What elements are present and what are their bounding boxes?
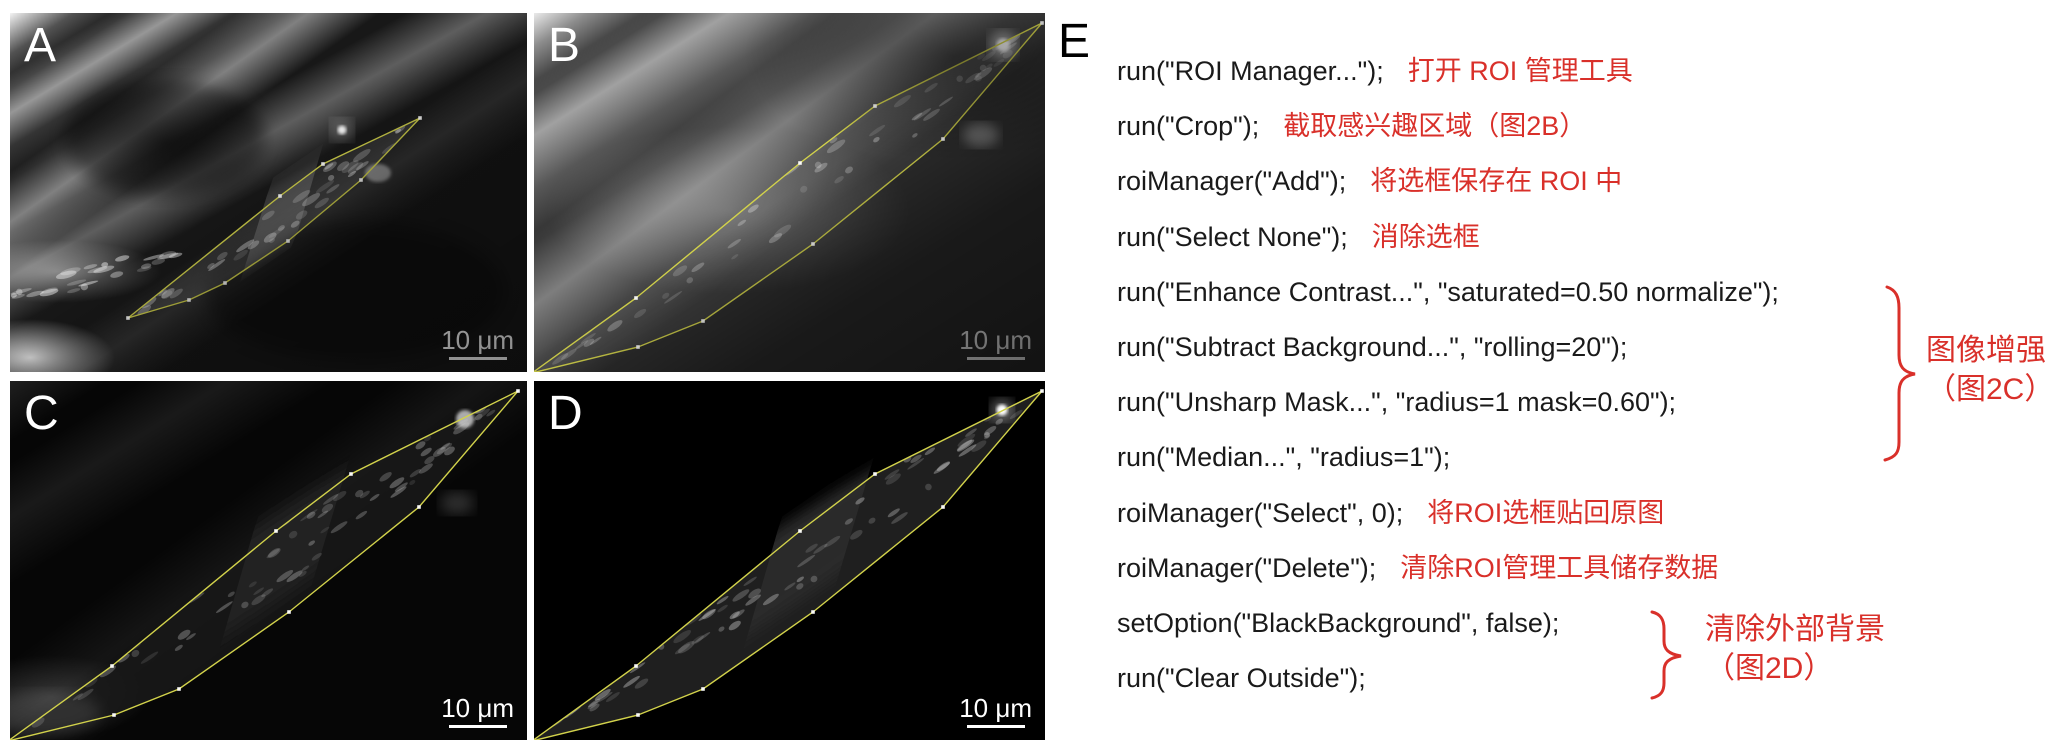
code-line: roiManager("Add"); 将选框保存在 ROI 中 bbox=[1117, 154, 1803, 209]
roi-polygon bbox=[534, 390, 1043, 740]
roi-vertex-dots bbox=[126, 116, 422, 320]
annotation-comment: 清除ROI管理工具储存数据 bbox=[1400, 552, 1719, 583]
scale-bar-b: 10 μm bbox=[959, 324, 1032, 360]
scale-bar-a: 10 μm bbox=[441, 324, 514, 360]
macro-code-listing: run("ROI Manager..."); 打开 ROI 管理工具 run("C… bbox=[1117, 44, 1803, 706]
brace-label-line: 图像增强 bbox=[1926, 334, 2046, 367]
scale-bar-line bbox=[448, 356, 507, 360]
brace-label-line: （图2C） bbox=[1926, 373, 2055, 406]
macro-statement: run("Crop"); bbox=[1117, 111, 1260, 142]
panel-label-e: E bbox=[1058, 15, 1091, 68]
brace-label-line: （图2D） bbox=[1705, 652, 1834, 685]
panel-a-roi-overlay bbox=[10, 80, 505, 361]
code-line: run("Crop"); 截取感兴趣区域（图2B） bbox=[1117, 99, 1803, 154]
roi-polygon bbox=[127, 117, 421, 319]
annotation-comment: 消除选框 bbox=[1371, 221, 1480, 252]
code-line: run("Select None"); 消除选框 bbox=[1117, 210, 1803, 265]
scale-bar-text: 10 μm bbox=[441, 324, 514, 355]
panel-b-micrograph: B 10 μm bbox=[534, 13, 1045, 372]
panel-d-roi-overlay bbox=[534, 389, 1044, 740]
panel-label-d: D bbox=[548, 387, 583, 440]
code-line: roiManager("Delete"); 清除ROI管理工具储存数据 bbox=[1117, 541, 1803, 596]
macro-statement: run("ROI Manager..."); bbox=[1117, 56, 1384, 86]
code-line: run("Unsharp Mask...", "radius=1 mask=0.… bbox=[1117, 375, 1803, 430]
macro-statement: setOption("BlackBackground", false); bbox=[1117, 607, 1560, 638]
panel-label-a: A bbox=[24, 19, 57, 72]
code-line: run("Clear Outside"); bbox=[1117, 651, 1803, 706]
scale-bar-d: 10 μm bbox=[959, 692, 1032, 728]
panel-c-micrograph: C 10 μm bbox=[10, 381, 527, 740]
code-line: run("Enhance Contrast...", "saturated=0.… bbox=[1117, 265, 1803, 320]
scale-bar-line bbox=[966, 356, 1025, 360]
code-line: run("Median...", "radius=1"); bbox=[1117, 430, 1803, 485]
scale-bar-text: 10 μm bbox=[959, 324, 1032, 355]
roi-polygon bbox=[534, 22, 1043, 372]
macro-statement: run("Enhance Contrast...", "saturated=0.… bbox=[1117, 276, 1779, 307]
scale-bar-text: 10 μm bbox=[441, 692, 514, 723]
code-line: run("Subtract Background...", "rolling=2… bbox=[1117, 320, 1803, 375]
panel-label-c: C bbox=[24, 387, 59, 440]
scale-bar-text: 10 μm bbox=[959, 692, 1032, 723]
macro-statement: roiManager("Select", 0); bbox=[1117, 497, 1404, 528]
panel-b-roi-overlay bbox=[534, 21, 1044, 372]
macro-statement: run("Select None"); bbox=[1117, 221, 1348, 252]
code-line: setOption("BlackBackground", false); bbox=[1117, 596, 1803, 651]
brace-label-line: 清除外部背景 bbox=[1705, 613, 1885, 646]
macro-statement: run("Subtract Background...", "rolling=2… bbox=[1117, 331, 1628, 362]
annotation-comment: 截取感兴趣区域（图2B） bbox=[1283, 111, 1587, 142]
roi-polygon bbox=[10, 390, 519, 740]
macro-statement: run("Median...", "radius=1"); bbox=[1117, 442, 1451, 473]
panel-c-roi-overlay bbox=[10, 389, 520, 740]
brace-enhancement-group bbox=[1883, 285, 1916, 462]
brace-label-enhancement: 图像增强 （图2C） bbox=[1926, 331, 2054, 409]
roi-vertex-dots bbox=[634, 389, 1044, 717]
macro-statement: run("Clear Outside"); bbox=[1117, 663, 1366, 694]
annotation-comment: 打开 ROI 管理工具 bbox=[1407, 56, 1633, 86]
panel-d-micrograph: D 10 μm bbox=[534, 381, 1045, 740]
brace-label-clear-background: 清除外部背景 （图2D） bbox=[1705, 610, 1885, 688]
macro-statement: run("Unsharp Mask...", "radius=1 mask=0.… bbox=[1117, 387, 1677, 418]
annotation-comment: 将ROI选框贴回原图 bbox=[1427, 497, 1665, 528]
panel-a-micrograph: A 10 μm bbox=[10, 13, 527, 372]
scale-bar-c: 10 μm bbox=[441, 692, 514, 728]
roi-vertex-dots bbox=[110, 389, 520, 717]
scale-bar-line bbox=[448, 724, 507, 728]
code-line: roiManager("Select", 0); 将ROI选框贴回原图 bbox=[1117, 486, 1803, 541]
panel-label-b: B bbox=[548, 19, 581, 72]
code-line: run("ROI Manager..."); 打开 ROI 管理工具 bbox=[1117, 44, 1803, 99]
roi-vertex-dots bbox=[634, 21, 1044, 349]
macro-statement: roiManager("Delete"); bbox=[1117, 552, 1377, 583]
annotation-comment: 将选框保存在 ROI 中 bbox=[1370, 166, 1623, 197]
scale-bar-line bbox=[966, 724, 1025, 728]
macro-statement: roiManager("Add"); bbox=[1117, 166, 1347, 197]
